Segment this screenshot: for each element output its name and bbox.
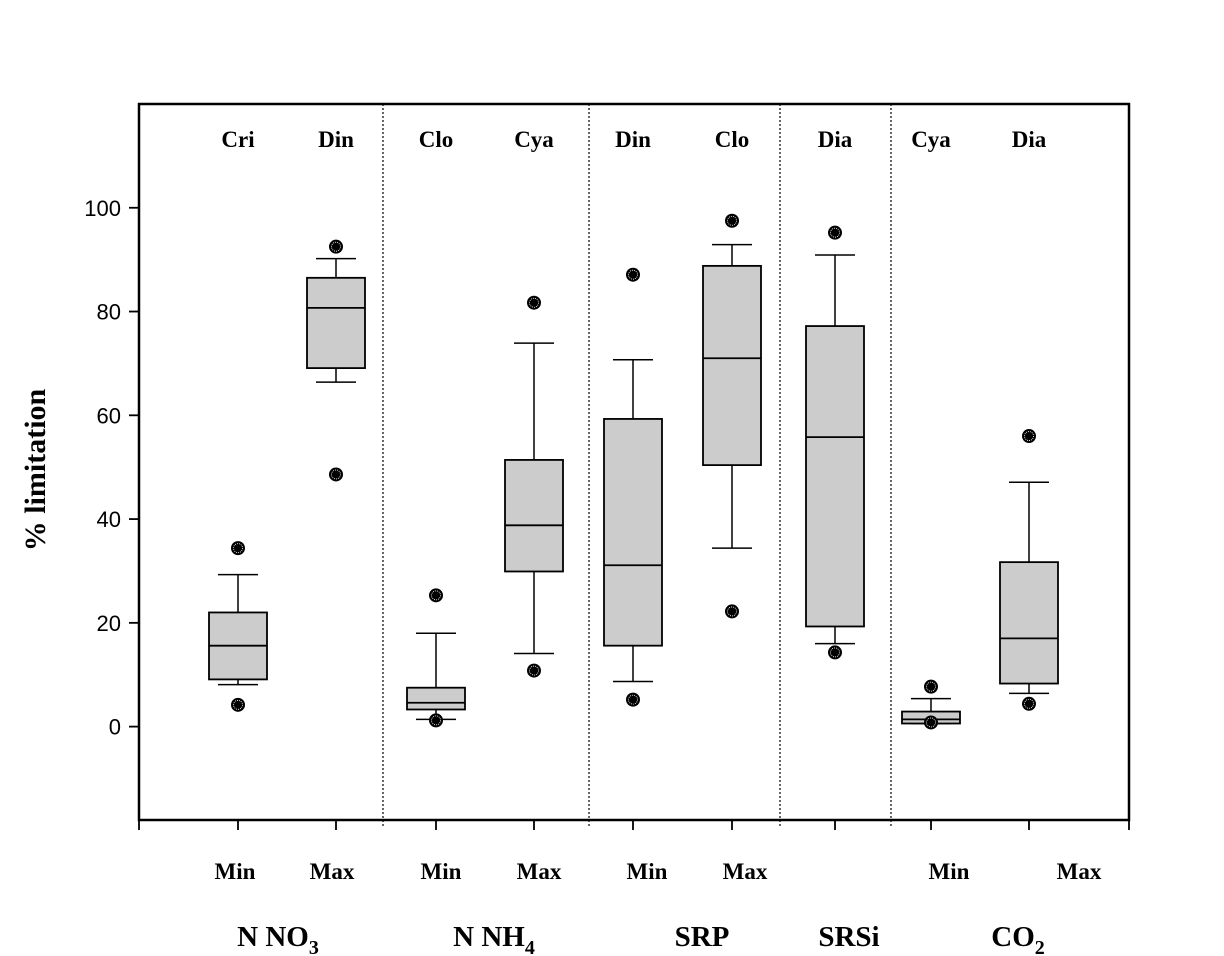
box-7 — [901, 679, 961, 730]
taxon-label: Cya — [514, 127, 554, 152]
outlier-ring — [830, 227, 840, 238]
box-iqr — [306, 276, 366, 369]
y-tick-label: 80 — [97, 300, 121, 325]
group-label-main: SRP — [675, 921, 730, 953]
group-label: SRP — [675, 921, 730, 953]
group-label-main: SRSi — [818, 921, 879, 953]
outlier-point — [924, 679, 938, 694]
box-iqr — [999, 561, 1059, 685]
category-label: Max — [1057, 859, 1102, 884]
outlier-ring — [926, 681, 936, 692]
outlier-point — [626, 692, 640, 707]
y-tick-label: 40 — [97, 507, 121, 532]
outlier-ring — [431, 715, 441, 726]
y-tick-label: 20 — [97, 611, 121, 636]
y-tick-label: 100 — [84, 196, 121, 221]
group-labels: N NO3 N NH4 SRP SRSi CO2 — [237, 921, 1045, 956]
taxon-label: Din — [615, 127, 651, 152]
boxes-layer — [208, 213, 1059, 730]
category-label: Max — [723, 859, 768, 884]
y-tick-label: 0 — [109, 715, 121, 740]
taxon-label: Dia — [818, 127, 853, 152]
category-label: Max — [310, 859, 355, 884]
outlier-point — [828, 225, 842, 240]
outlier-point — [231, 697, 245, 712]
outlier-point — [527, 663, 541, 678]
outlier-point — [1022, 696, 1036, 711]
box-3 — [504, 295, 564, 678]
group-label: SRSi — [818, 921, 879, 953]
x-axis — [138, 820, 1130, 830]
outlier-ring — [331, 241, 341, 252]
outlier-ring — [628, 269, 638, 280]
group-label-main: N NO — [237, 921, 309, 953]
outlier-ring — [529, 665, 539, 676]
category-label: Min — [421, 859, 462, 884]
category-labels: Min Max Min Max Min Max Min Max — [215, 859, 1102, 884]
group-dividers — [382, 104, 892, 828]
taxon-label: Din — [318, 127, 354, 152]
taxon-label: Cya — [911, 127, 951, 152]
box-6 — [805, 225, 865, 660]
group-label-main: N NH — [453, 921, 525, 953]
outlier-point — [1022, 429, 1036, 444]
category-label: Max — [517, 859, 562, 884]
outlier-ring — [1024, 698, 1034, 709]
category-label: Min — [215, 859, 256, 884]
y-axis: 0 20 40 60 80 100 — [84, 196, 139, 740]
outlier-point — [429, 588, 443, 603]
outlier-ring — [431, 590, 441, 601]
group-label: CO2 — [991, 921, 1045, 956]
group-label-subscript: 2 — [1035, 937, 1045, 956]
outlier-ring — [727, 606, 737, 617]
box-0 — [208, 541, 268, 712]
outlier-point — [429, 713, 443, 728]
box-iqr — [603, 418, 663, 647]
outlier-ring — [1024, 431, 1034, 441]
outlier-ring — [926, 717, 936, 728]
outlier-point — [329, 239, 343, 254]
y-tick-label: 60 — [97, 403, 121, 428]
taxon-label: Clo — [715, 127, 750, 152]
group-label: N NO3 — [237, 921, 319, 956]
outlier-point — [329, 467, 343, 482]
outlier-ring — [233, 699, 243, 710]
outlier-point — [828, 645, 842, 660]
taxon-labels: Cri Din Clo Cya Din Clo Dia Cya Dia — [221, 127, 1046, 152]
box-5 — [702, 213, 762, 619]
taxon-label: Cri — [221, 127, 255, 152]
outlier-ring — [331, 469, 341, 480]
box-1 — [306, 239, 366, 482]
outlier-point — [626, 267, 640, 282]
group-label-main: CO — [991, 921, 1035, 953]
taxon-label: Clo — [419, 127, 454, 152]
outlier-ring — [529, 297, 539, 308]
box-iqr — [805, 325, 865, 628]
outlier-point — [725, 213, 739, 228]
group-label-subscript: 3 — [309, 937, 319, 956]
y-axis-label: % limitation — [19, 388, 52, 551]
category-label: Min — [929, 859, 970, 884]
outlier-ring — [727, 215, 737, 226]
outlier-ring — [628, 694, 638, 705]
outlier-point — [924, 715, 938, 730]
category-label: Min — [627, 859, 668, 884]
outlier-ring — [830, 647, 840, 658]
box-8 — [999, 429, 1059, 711]
box-iqr — [406, 686, 466, 711]
outlier-point — [231, 541, 245, 556]
outlier-point — [527, 295, 541, 310]
box-4 — [603, 267, 663, 707]
box-iqr — [504, 459, 564, 573]
outlier-point — [725, 604, 739, 619]
outlier-ring — [233, 543, 243, 554]
box-iqr — [702, 264, 762, 467]
group-label: N NH4 — [453, 921, 535, 956]
taxon-label: Dia — [1012, 127, 1047, 152]
group-label-subscript: 4 — [525, 937, 535, 956]
plot-frame — [137, 102, 1131, 822]
box-2 — [406, 588, 466, 728]
